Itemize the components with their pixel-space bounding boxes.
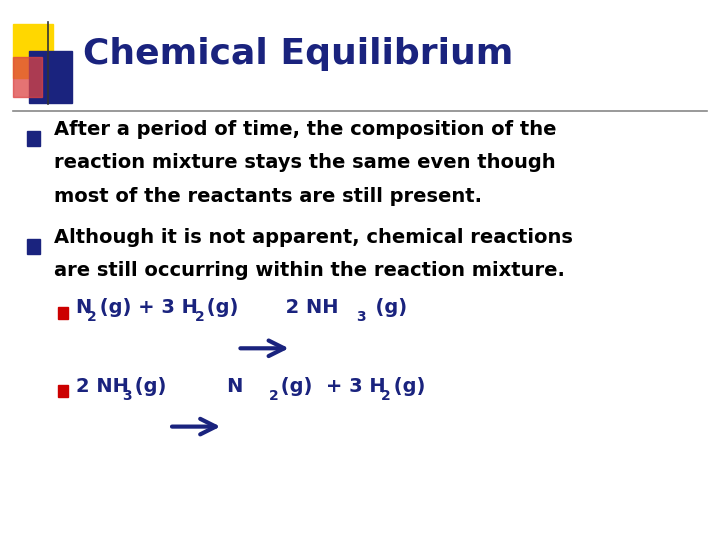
Bar — [27, 131, 40, 146]
Text: reaction mixture stays the same even though: reaction mixture stays the same even tho… — [54, 153, 556, 172]
Text: 2 NH: 2 NH — [76, 376, 128, 395]
Text: 3: 3 — [356, 310, 366, 325]
Text: (g)  + 3 H: (g) + 3 H — [274, 376, 386, 395]
Bar — [13, 57, 42, 97]
Bar — [58, 385, 68, 397]
Bar — [27, 239, 40, 254]
Text: 2: 2 — [269, 389, 279, 403]
Text: After a period of time, the composition of the: After a period of time, the composition … — [54, 120, 557, 139]
Text: (g): (g) — [387, 376, 425, 395]
Text: are still occurring within the reaction mixture.: are still occurring within the reaction … — [54, 261, 565, 280]
Text: (g): (g) — [362, 298, 408, 317]
Bar — [58, 307, 68, 319]
Text: (g)       2 NH: (g) 2 NH — [200, 298, 338, 317]
Text: 2: 2 — [87, 310, 97, 325]
Bar — [13, 24, 53, 78]
Text: Chemical Equilibrium: Chemical Equilibrium — [83, 37, 513, 71]
Text: (g) + 3 H: (g) + 3 H — [93, 298, 198, 317]
Text: 2: 2 — [381, 389, 391, 403]
Text: 2: 2 — [194, 310, 204, 325]
Text: N: N — [76, 298, 92, 317]
Bar — [29, 51, 72, 103]
Text: Although it is not apparent, chemical reactions: Although it is not apparent, chemical re… — [54, 228, 573, 247]
Text: most of the reactants are still present.: most of the reactants are still present. — [54, 187, 482, 206]
Text: 3: 3 — [122, 389, 132, 403]
Text: (g)         N: (g) N — [128, 376, 243, 395]
